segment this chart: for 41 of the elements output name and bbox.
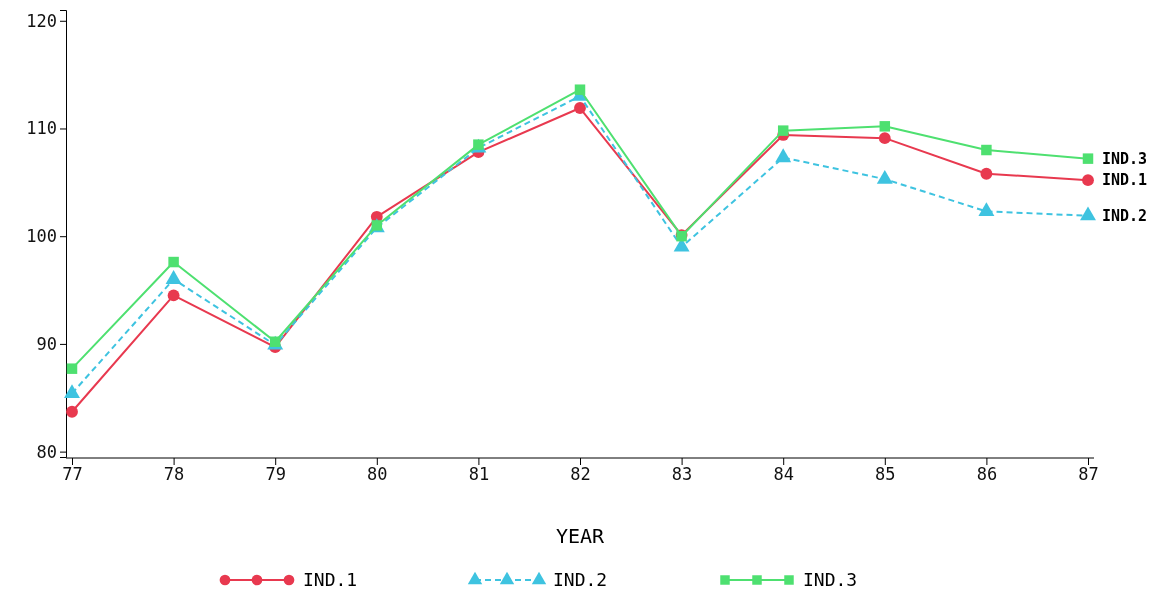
point (879, 121, 891, 132)
legend-label: IND.1 (303, 569, 358, 590)
x-tick-label: 82 (570, 464, 591, 485)
x-tick-label: 77 (62, 464, 83, 485)
point (1082, 153, 1094, 164)
x-tick-label: 85 (875, 464, 896, 485)
point (574, 102, 586, 114)
x-tick-label: 78 (163, 464, 185, 485)
x-tick-label: 81 (468, 464, 490, 485)
point (978, 202, 995, 217)
legend-label: IND.2 (553, 569, 608, 590)
point (167, 289, 180, 302)
point (980, 167, 993, 180)
point (64, 384, 80, 399)
text: IND.1 (1102, 171, 1148, 190)
y-tick-label: 100 (26, 226, 57, 247)
point (66, 363, 78, 374)
x-tick-label: 79 (265, 464, 286, 485)
x-tick-label: 80 (367, 464, 388, 485)
point (981, 144, 992, 156)
text: IND.3 (1102, 149, 1148, 168)
point (574, 84, 586, 95)
x-tick-label: 84 (773, 464, 794, 485)
point (66, 405, 78, 418)
x-tick-label: 83 (671, 464, 693, 485)
point (878, 132, 891, 145)
point (775, 148, 792, 163)
point (1080, 206, 1096, 221)
point (168, 256, 179, 268)
y-tick-label: 120 (26, 10, 57, 31)
point (777, 125, 789, 136)
y-tick-label: 80 (36, 441, 57, 462)
text: IND.2 (1102, 206, 1148, 225)
x-tick-label: 87 (1078, 464, 1099, 485)
point (1082, 174, 1094, 187)
y-tick-label: 90 (36, 333, 57, 354)
legend-label: IND.3 (803, 569, 858, 590)
x-tick-label: 86 (976, 464, 998, 485)
point (165, 270, 182, 284)
x-axis-title: YEAR (555, 524, 606, 548)
y-tick-label: 110 (26, 118, 57, 139)
